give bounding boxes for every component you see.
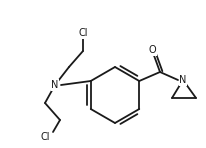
Text: Cl: Cl — [78, 28, 87, 38]
Text: N: N — [51, 80, 59, 90]
Text: Cl: Cl — [40, 132, 49, 142]
Text: N: N — [178, 75, 186, 85]
Text: O: O — [147, 45, 155, 55]
